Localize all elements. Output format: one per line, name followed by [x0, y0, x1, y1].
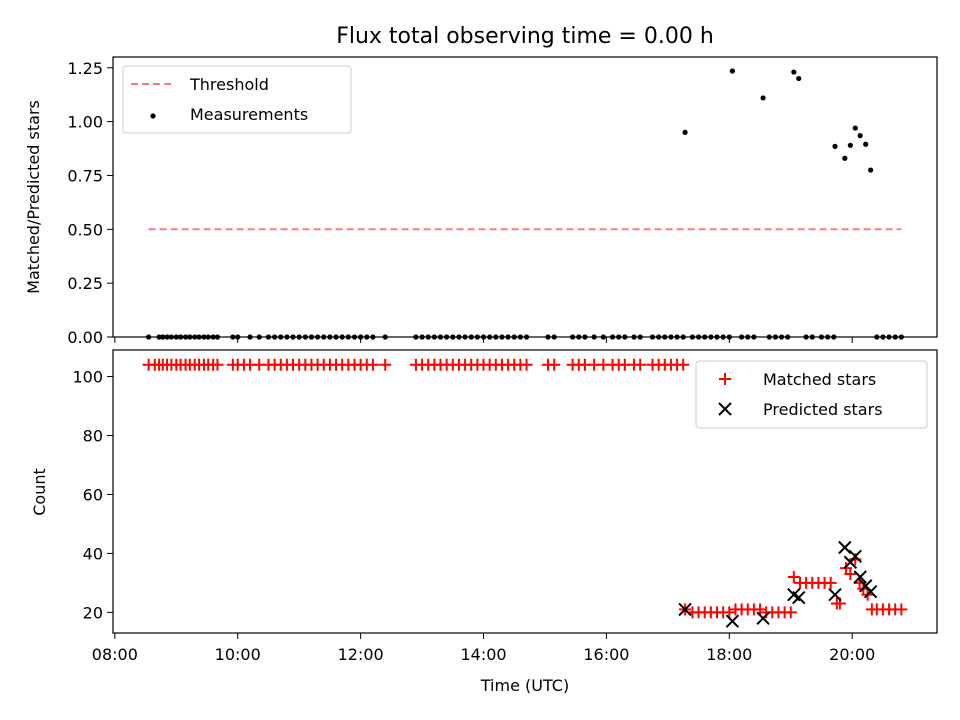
x-tick-label: 08:00 — [92, 645, 138, 664]
predicted-star-point — [853, 570, 867, 584]
predicted-star-point — [838, 540, 852, 555]
top-y-tick-label: 1.00 — [67, 113, 103, 132]
bottom-axes-frame — [112, 349, 938, 634]
measurement-point — [857, 133, 863, 139]
measurement-point — [760, 95, 766, 101]
x-tick-label: 14:00 — [460, 645, 506, 664]
matched-star-point — [824, 576, 837, 589]
x-tick-label: 12:00 — [338, 645, 384, 664]
top-axes-frame — [112, 56, 938, 338]
legend-matched-swatch — [719, 373, 731, 385]
predicted-star-point — [725, 614, 740, 628]
bottom-y-ticks: 20 40 60 80 100 — [72, 368, 113, 622]
legend-measurements-label: Measurements — [190, 105, 308, 124]
measurement-point — [847, 142, 853, 148]
bottom-y-axis-label: Count — [30, 468, 49, 516]
legend-predicted-label: Predicted stars — [763, 400, 883, 419]
measurement-point — [832, 143, 838, 149]
matched-star-point — [366, 358, 379, 371]
bottom-y-tick-label: 80 — [83, 426, 103, 445]
matched-star-point — [634, 358, 647, 371]
matched-star-point — [723, 606, 736, 619]
matched-star-point — [787, 570, 800, 583]
predicted-star-point — [678, 602, 692, 617]
legend-threshold-label: Threshold — [189, 75, 269, 94]
bottom-y-tick-label: 20 — [83, 603, 103, 622]
matched-star-point — [677, 358, 690, 371]
predicted-star-point — [792, 590, 806, 605]
bottom-legend: Matched stars Predicted stars — [695, 360, 928, 429]
bottom-legend-box — [695, 360, 928, 429]
predicted-star-point — [848, 549, 862, 564]
top-y-axis-label: Matched/Predicted stars — [24, 100, 43, 294]
measurement-point — [863, 141, 869, 147]
x-tick-label: 20:00 — [829, 645, 875, 664]
measurement-point — [729, 68, 735, 74]
top-y-tick-label: 0.75 — [67, 166, 103, 185]
top-y-tick-label: 0.25 — [67, 274, 103, 293]
x-tick-label: 10:00 — [215, 645, 261, 664]
x-axis-label: Time (UTC) — [480, 676, 569, 695]
bottom-y-tick-label: 40 — [83, 544, 103, 563]
top-x-ticks — [114, 337, 853, 343]
measurement-point — [791, 69, 797, 75]
predicted-star-point — [756, 611, 770, 625]
chart-title: Flux total observing time = 0.00 h — [336, 24, 714, 49]
matched-star-point — [211, 358, 224, 371]
bottom-panel: 20 40 60 80 100 08:00 10:00 12:00 14:00 16:00 18:… — [30, 349, 938, 695]
bottom-y-tick-label: 60 — [83, 485, 103, 504]
top-y-tick-label: 0.00 — [67, 328, 103, 347]
top-legend: Threshold Measurements — [122, 65, 352, 134]
matched-star-point — [379, 358, 392, 371]
matched-star-point — [844, 568, 857, 581]
bottom-x-ticks: 08:00 10:00 12:00 14:00 16:00 18:00 20:00 — [92, 633, 875, 664]
matched-star-point — [754, 603, 767, 616]
legend-measurements-swatch — [150, 113, 156, 119]
measurement-point — [796, 75, 802, 82]
measurement-point — [852, 125, 858, 131]
top-y-ticks: 0.00 0.25 0.50 0.75 1.00 1.25 — [67, 59, 113, 347]
x-tick-label: 16:00 — [583, 645, 629, 664]
predicted-star-point — [863, 585, 878, 599]
legend-matched-label: Matched stars — [763, 370, 876, 389]
matched-star-point — [895, 603, 908, 616]
measurement-point — [868, 167, 874, 173]
top-legend-box — [122, 65, 352, 134]
top-y-tick-label: 0.50 — [67, 220, 103, 239]
legend-predicted-swatch — [718, 402, 732, 416]
matched-star-point — [784, 606, 797, 619]
top-y-tick-label: 1.25 — [67, 59, 103, 78]
bottom-y-tick-label: 100 — [72, 368, 103, 387]
predicted-star-point — [828, 587, 842, 602]
matched-star-point — [520, 358, 533, 371]
bottom-plot-area — [142, 358, 908, 628]
x-tick-label: 18:00 — [706, 645, 752, 664]
measurement-point — [682, 129, 688, 135]
measurement-point — [842, 155, 848, 161]
matched-star-point — [548, 358, 561, 371]
top-panel: 0.00 0.25 0.50 0.75 1.00 1.25 Matched/Predict… — [24, 56, 938, 347]
